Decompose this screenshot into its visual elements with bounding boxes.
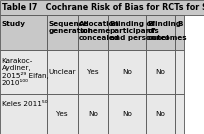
- Bar: [175, 94, 184, 134]
- Bar: [175, 15, 184, 50]
- Bar: [175, 50, 184, 94]
- Bar: [78, 15, 108, 50]
- Text: No: No: [156, 111, 166, 117]
- Text: Keles 2011⁵⁰: Keles 2011⁵⁰: [2, 101, 47, 107]
- Bar: [146, 50, 175, 94]
- Bar: [0, 0, 204, 15]
- Text: Blinding of
participants
and personnel: Blinding of participants and personnel: [110, 21, 169, 41]
- Text: Yes: Yes: [57, 111, 68, 117]
- Text: No: No: [122, 69, 132, 75]
- Text: B: B: [177, 21, 183, 27]
- Text: Blinding
of
outcomes: Blinding of outcomes: [147, 21, 187, 41]
- Text: Table I7   Cochrane Risk of Bias for RCTs for SCT vs. SLIT: Table I7 Cochrane Risk of Bias for RCTs …: [2, 3, 204, 12]
- Bar: [146, 94, 175, 134]
- Bar: [108, 50, 146, 94]
- Text: Sequence
generation: Sequence generation: [49, 21, 93, 34]
- Bar: [47, 15, 78, 50]
- Bar: [146, 15, 175, 50]
- Text: Yes: Yes: [87, 69, 99, 75]
- Bar: [78, 94, 108, 134]
- Bar: [78, 50, 108, 94]
- Text: Study: Study: [2, 21, 26, 27]
- Text: No: No: [88, 111, 98, 117]
- Text: No: No: [156, 69, 166, 75]
- Bar: [0, 94, 47, 134]
- Bar: [0, 15, 47, 50]
- Bar: [47, 94, 78, 134]
- Bar: [0, 50, 47, 94]
- Text: No: No: [122, 111, 132, 117]
- Bar: [108, 15, 146, 50]
- Bar: [47, 50, 78, 94]
- Text: Karakoc-
Aydiner,
2015²⁹ Eifan,
2010¹⁰⁰: Karakoc- Aydiner, 2015²⁹ Eifan, 2010¹⁰⁰: [2, 57, 48, 86]
- Bar: [108, 94, 146, 134]
- Text: Unclear: Unclear: [48, 69, 76, 75]
- Text: Allocation
scheme
concealed: Allocation scheme concealed: [79, 21, 120, 41]
